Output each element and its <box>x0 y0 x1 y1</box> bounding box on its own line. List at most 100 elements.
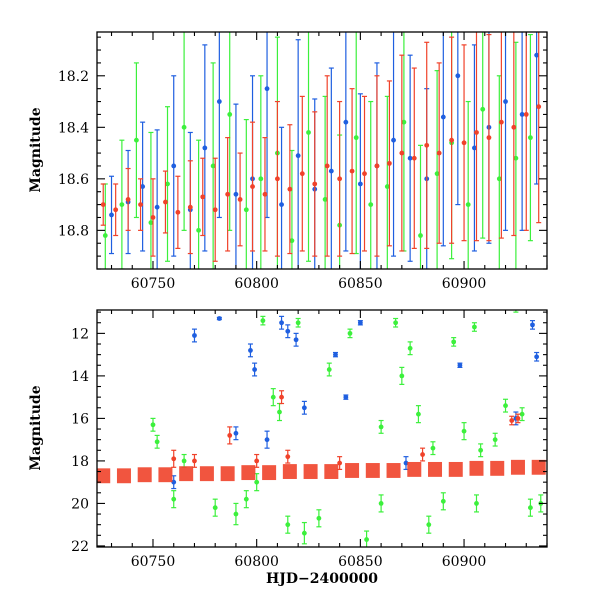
top-marker <box>523 112 529 117</box>
top-marker <box>374 163 380 169</box>
bottom-red-data-point <box>279 390 285 405</box>
top-marker <box>391 137 396 143</box>
bottom-marker <box>407 345 413 351</box>
top-marker <box>243 207 249 213</box>
bottom-marker <box>301 530 307 536</box>
bottom-marker <box>243 496 249 502</box>
bottom-red-data-point <box>220 466 235 482</box>
bottom-red-data-point <box>420 447 426 462</box>
top-marker <box>154 204 160 210</box>
top-marker <box>125 197 131 202</box>
bottom-green-data-point <box>233 502 239 526</box>
bottom-marker <box>416 411 421 417</box>
bottom-marker <box>277 409 282 415</box>
top-marker <box>474 130 479 135</box>
bottom-y-tick-label: 14 <box>71 369 89 385</box>
top-marker <box>328 168 334 174</box>
top-red-data-point <box>374 75 380 257</box>
bottom-red-band-segment <box>97 468 111 484</box>
top-red-data-point <box>536 32 542 224</box>
top-marker <box>279 202 284 207</box>
bottom-marker <box>295 320 301 326</box>
bottom-marker <box>492 437 498 443</box>
top-marker <box>349 168 355 174</box>
top-marker <box>528 135 533 141</box>
bottom-marker <box>461 428 467 434</box>
bottom-marker <box>364 537 369 542</box>
top-marker <box>262 191 268 197</box>
top-blue-data-point <box>328 67 334 269</box>
top-marker <box>536 104 542 110</box>
top-red-data-point <box>498 32 504 239</box>
top-blue-data-point <box>154 129 160 269</box>
top-marker <box>233 191 239 197</box>
bottom-red-band-segment <box>407 461 422 477</box>
bottom-red-data-point <box>171 449 177 468</box>
bottom-green-data-point <box>276 402 282 422</box>
bottom-green-data-point <box>181 453 187 468</box>
top-red-data-point <box>175 175 181 249</box>
top-marker <box>163 199 168 205</box>
bottom-marker <box>426 522 432 528</box>
top-marker <box>289 238 295 244</box>
top-blue-data-point <box>140 121 146 252</box>
top-red-data-point <box>523 32 529 231</box>
bottom-red-data-point <box>282 464 297 479</box>
top-blue-data-point <box>455 32 461 206</box>
bottom-marker <box>301 405 307 411</box>
top-marker <box>440 114 446 120</box>
top-marker <box>264 86 270 92</box>
top-green-data-point <box>165 106 171 262</box>
top-marker <box>511 124 517 130</box>
top-marker <box>461 140 467 146</box>
bottom-green-data-point <box>326 362 332 377</box>
top-red-data-point <box>162 170 168 234</box>
bottom-blue-data-point <box>293 332 299 347</box>
top-blue-data-point <box>233 103 239 269</box>
top-red-data-point <box>225 137 231 252</box>
bottom-red-band-segment <box>262 465 277 481</box>
bottom-blue-data-point <box>233 426 239 441</box>
bottom-marker <box>285 454 291 460</box>
bottom-blue-data-point <box>247 343 253 358</box>
bottom-marker <box>474 501 479 506</box>
bottom-marker <box>528 505 533 511</box>
top-x-tick-label: 60850 <box>338 276 383 292</box>
bottom-green-data-point <box>461 422 467 441</box>
bottom-marker <box>378 424 384 430</box>
top-marker <box>295 153 301 159</box>
top-x-tick-label: 60800 <box>234 276 279 292</box>
bottom-marker <box>150 422 156 428</box>
bottom-green-data-point <box>171 490 177 509</box>
bottom-marker <box>530 322 535 328</box>
top-marker <box>324 163 330 169</box>
bottom-red-data-point <box>531 459 546 475</box>
top-red-data-point <box>125 167 131 231</box>
bottom-marker <box>192 458 197 464</box>
top-marker <box>148 220 154 226</box>
top-marker <box>480 106 486 112</box>
bottom-y-tick-label: 20 <box>71 496 89 512</box>
top-green-data-point <box>148 131 154 269</box>
bottom-marker <box>357 320 363 326</box>
bottom-blue-data-point <box>343 394 349 400</box>
top-marker <box>225 191 231 197</box>
top-green-data-point <box>465 100 471 269</box>
top-marker <box>503 99 508 104</box>
top-green-data-point <box>496 75 502 269</box>
top-marker <box>455 73 461 79</box>
bottom-red-data-point <box>137 467 152 483</box>
top-marker <box>486 135 492 141</box>
bottom-y-tick-label: 18 <box>71 454 89 470</box>
bottom-red-band-segment <box>282 464 297 479</box>
bottom-blue-data-point <box>191 328 197 343</box>
bottom-marker <box>260 318 266 324</box>
top-marker <box>411 155 417 161</box>
top-blue-data-point <box>503 32 509 231</box>
top-marker <box>498 119 504 125</box>
top-red-data-point <box>250 121 256 252</box>
top-marker <box>322 197 328 202</box>
top-y-tick-label: 18.2 <box>58 69 89 85</box>
bottom-red-band-segment <box>199 466 214 482</box>
